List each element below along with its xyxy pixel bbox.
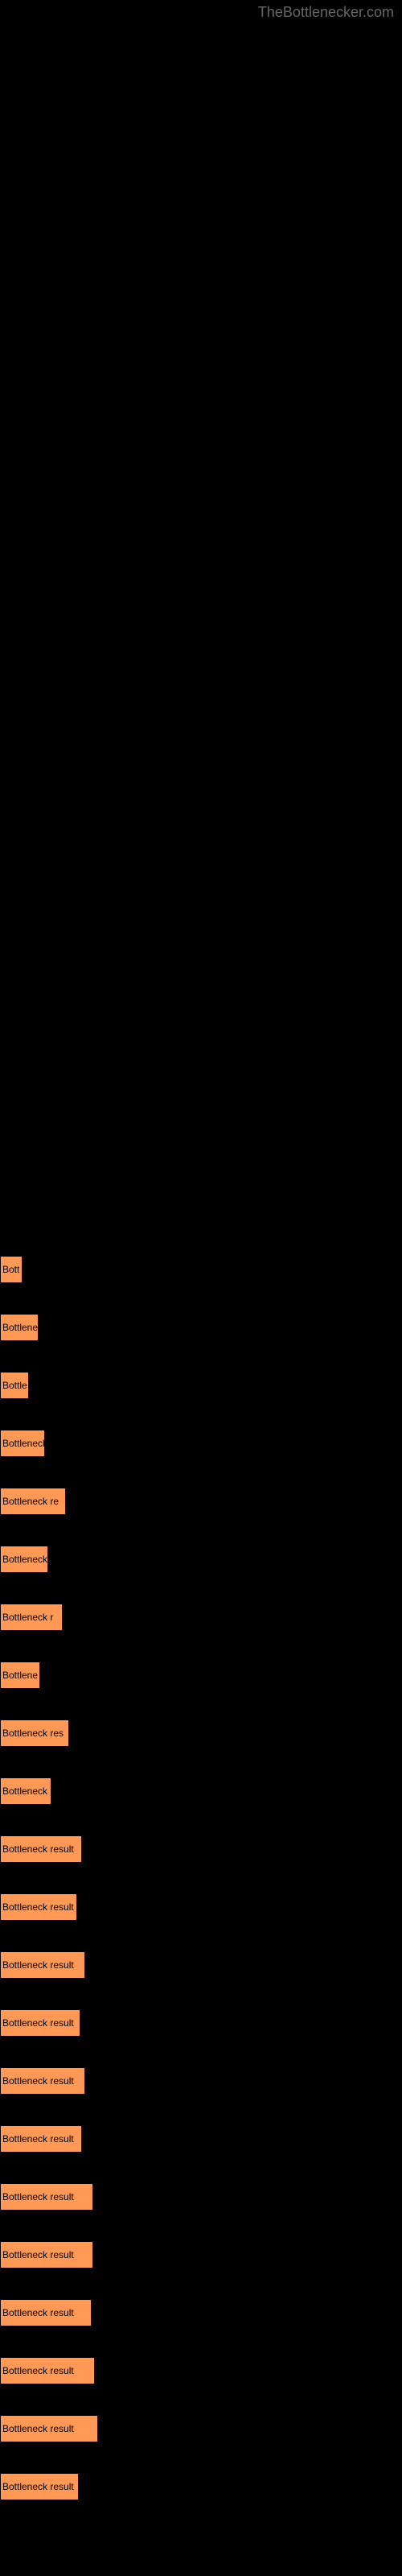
bar-row: Bottleneck (0, 1777, 402, 1805)
chart-bar: Bottleneck result (0, 2299, 92, 2326)
bar-row: Bottleneck result (0, 1893, 402, 1921)
chart-bar: Bottle (0, 1372, 29, 1399)
chart-bar: Bottleneck result (0, 2067, 85, 2095)
bar-row: Bottleneck result (0, 2183, 402, 2211)
chart-bar: Bottlened (0, 1314, 39, 1341)
chart-bar: Bottleneck re (0, 1488, 66, 1515)
chart-bar: Bottleneck result (0, 1951, 85, 1979)
bar-row: Bottlene (0, 1662, 402, 1689)
bar-row: Bottle (0, 1372, 402, 1399)
chart-bar: Bottleneck result (0, 2473, 79, 2500)
bar-row: Bottleneck res (0, 1719, 402, 1747)
bar-row: Bottleneck result (0, 1951, 402, 1979)
bar-row: Bottleneck result (0, 2473, 402, 2500)
chart-bar: Bottleneck res (0, 1719, 69, 1747)
chart-bar: Bottleneck result (0, 1893, 77, 1921)
chart-bar: Bottleneck result (0, 1835, 82, 1863)
chart-bar: Bottleneck result (0, 2415, 98, 2442)
bar-row: Bottleneck r (0, 1604, 402, 1631)
chart-bar: Bottleneck (0, 1546, 48, 1573)
bar-row: Bottleneck (0, 1546, 402, 1573)
chart-bar: Bottlene (0, 1662, 40, 1689)
watermark-text: TheBottlenecker.com (258, 4, 394, 21)
bar-row: Bottleneck result (0, 2415, 402, 2442)
bar-row: Bottleneck (0, 1430, 402, 1457)
chart-bar: Bottleneck (0, 1777, 51, 1805)
chart-bar: Bottleneck result (0, 2241, 93, 2268)
bar-row: Bottleneck result (0, 1835, 402, 1863)
chart-bar: Bottleneck result (0, 2009, 80, 2037)
bar-row: Bott (0, 1256, 402, 1283)
chart-bar: Bottleneck result (0, 2357, 95, 2384)
bar-row: Bottleneck result (0, 2241, 402, 2268)
bar-row: Bottlened (0, 1314, 402, 1341)
bar-row: Bottleneck result (0, 2067, 402, 2095)
chart-bar: Bottleneck result (0, 2125, 82, 2153)
bar-row: Bottleneck result (0, 2357, 402, 2384)
chart-bar: Bottleneck (0, 1430, 45, 1457)
bar-row: Bottleneck result (0, 2125, 402, 2153)
bar-chart: Bott Bottlened Bottle Bottleneck Bottleneck … (0, 0, 402, 2500)
chart-bar: Bott (0, 1256, 23, 1283)
bar-row: Bottleneck re (0, 1488, 402, 1515)
bar-row: Bottleneck result (0, 2299, 402, 2326)
chart-bar: Bottleneck r (0, 1604, 63, 1631)
bar-row: Bottleneck result (0, 2009, 402, 2037)
chart-bar: Bottleneck result (0, 2183, 93, 2211)
